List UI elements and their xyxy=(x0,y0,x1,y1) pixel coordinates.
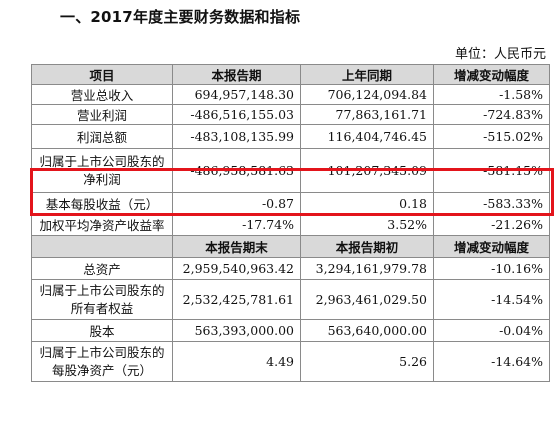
table-row: 总资产 2,959,540,963.42 3,294,161,979.78 -1… xyxy=(31,257,550,280)
change-value: -14.64% xyxy=(433,341,550,382)
row-label-line2: 所有者权益 xyxy=(70,300,134,316)
prior-value: 3,294,161,979.78 xyxy=(300,257,434,280)
current-value: -17.74% xyxy=(172,213,301,236)
current-value: -486,516,155.03 xyxy=(172,104,301,125)
current-value: -0.87 xyxy=(172,192,301,214)
row-label: 归属于上市公司股东的 每股净资产（元） xyxy=(31,341,173,382)
prior-value: 101,207,345.09 xyxy=(300,148,434,193)
prior-value: 706,124,094.84 xyxy=(300,84,434,105)
table2-header-row: 本报告期末 本报告期初 增减变动幅度 xyxy=(31,235,550,258)
change-value: -10.16% xyxy=(433,257,550,280)
change-value: -724.83% xyxy=(433,104,550,125)
current-value: -486,958,581.63 xyxy=(172,148,301,193)
change-value: -14.54% xyxy=(433,279,550,320)
prior-value: 3.52% xyxy=(300,213,434,236)
header-prior-period: 上年同期 xyxy=(300,64,434,85)
table-row: 利润总额 -483,108,135.99 116,404,746.45 -515… xyxy=(31,124,550,149)
change-value: -581.15% xyxy=(433,148,550,193)
prior-value: 2,963,461,029.50 xyxy=(300,279,434,320)
row-label-line1: 归属于上市公司股东的 xyxy=(39,282,165,298)
row-label: 利润总额 xyxy=(31,124,173,149)
prior-value: 563,640,000.00 xyxy=(300,319,434,342)
table-row: 加权平均净资产收益率 -17.74% 3.52% -21.26% xyxy=(31,213,550,236)
row-label: 归属于上市公司股东的 净利润 xyxy=(31,148,173,193)
change-value: -21.26% xyxy=(433,213,550,236)
financial-data-table: 项目 本报告期 上年同期 增减变动幅度 营业总收入 694,957,148.30… xyxy=(31,64,550,382)
change-value: -0.04% xyxy=(433,319,550,342)
row-label: 总资产 xyxy=(31,257,173,280)
row-label-line2: 净利润 xyxy=(83,171,121,187)
header-item: 项目 xyxy=(31,64,173,85)
table-row-net-profit: 归属于上市公司股东的 净利润 -486,958,581.63 101,207,3… xyxy=(31,148,550,193)
table-row: 股本 563,393,000.00 563,640,000.00 -0.04% xyxy=(31,319,550,342)
row-label: 营业利润 xyxy=(31,104,173,125)
current-value: 563,393,000.00 xyxy=(172,319,301,342)
row-label-line2: 每股净资产（元） xyxy=(51,362,152,378)
header-period-start: 本报告期初 xyxy=(300,235,434,258)
current-value: -483,108,135.99 xyxy=(172,124,301,149)
prior-value: 116,404,746.45 xyxy=(300,124,434,149)
header-item-empty xyxy=(31,235,173,258)
section-heading: 一、2017年度主要财务数据和指标 xyxy=(60,8,301,26)
row-label: 归属于上市公司股东的 所有者权益 xyxy=(31,279,173,320)
header-current-period: 本报告期 xyxy=(172,64,301,85)
row-label: 股本 xyxy=(31,319,173,342)
row-label-line1: 归属于上市公司股东的 xyxy=(39,344,165,360)
change-value: -583.33% xyxy=(433,192,550,214)
current-value: 2,959,540,963.42 xyxy=(172,257,301,280)
change-value: -1.58% xyxy=(433,84,550,105)
row-label-line1: 归属于上市公司股东的 xyxy=(39,153,165,169)
prior-value: 5.26 xyxy=(300,341,434,382)
current-value: 4.49 xyxy=(172,341,301,382)
header-change-rate: 增减变动幅度 xyxy=(433,64,550,85)
header-change-rate: 增减变动幅度 xyxy=(433,235,550,258)
table-row: 归属于上市公司股东的 每股净资产（元） 4.49 5.26 -14.64% xyxy=(31,341,550,382)
current-value: 2,532,425,781.61 xyxy=(172,279,301,320)
row-label: 加权平均净资产收益率 xyxy=(31,213,173,236)
table-row: 营业总收入 694,957,148.30 706,124,094.84 -1.5… xyxy=(31,84,550,105)
prior-value: 0.18 xyxy=(300,192,434,214)
row-label: 基本每股收益（元） xyxy=(31,192,173,214)
change-value: -515.02% xyxy=(433,124,550,149)
table-row: 营业利润 -486,516,155.03 77,863,161.71 -724.… xyxy=(31,104,550,125)
table1-header-row: 项目 本报告期 上年同期 增减变动幅度 xyxy=(31,64,550,85)
table-row: 归属于上市公司股东的 所有者权益 2,532,425,781.61 2,963,… xyxy=(31,279,550,320)
table-row: 基本每股收益（元） -0.87 0.18 -583.33% xyxy=(31,192,550,214)
row-label: 营业总收入 xyxy=(31,84,173,105)
prior-value: 77,863,161.71 xyxy=(300,104,434,125)
currency-unit: 单位：人民币元 xyxy=(454,47,546,62)
current-value: 694,957,148.30 xyxy=(172,84,301,105)
header-period-end: 本报告期末 xyxy=(172,235,301,258)
